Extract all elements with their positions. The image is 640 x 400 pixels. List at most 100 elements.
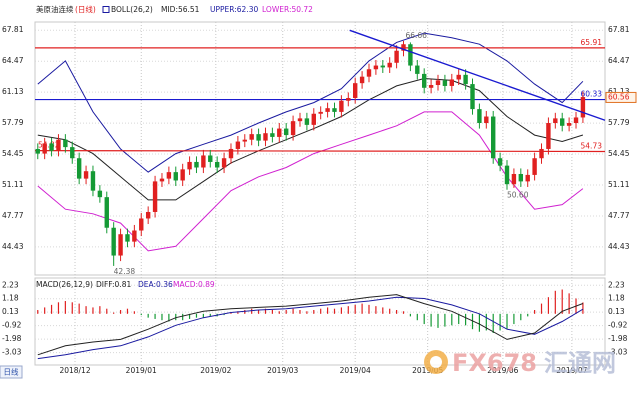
level-label: 65.91 bbox=[581, 38, 603, 47]
candle-body bbox=[497, 158, 503, 166]
y-tick-label-right: -0.92 bbox=[608, 321, 628, 330]
y-tick-label-right: 54.45 bbox=[608, 149, 630, 158]
logo-inner bbox=[430, 356, 442, 368]
footer-tab[interactable]: 日线 bbox=[4, 367, 19, 377]
candle-body bbox=[187, 161, 192, 170]
candle-body bbox=[387, 62, 392, 68]
y-tick-label-right: -1.98 bbox=[608, 334, 628, 343]
level-line bbox=[34, 150, 606, 153]
y-tick-label: 57.79 bbox=[2, 118, 24, 127]
candle-body bbox=[511, 173, 517, 185]
candle-body bbox=[408, 44, 413, 66]
footer-tab-box[interactable] bbox=[0, 365, 23, 379]
level-label: 54.82 bbox=[38, 141, 60, 150]
candle-body bbox=[491, 116, 496, 159]
candle-body bbox=[235, 141, 241, 149]
candle-body bbox=[359, 76, 365, 84]
candle-body bbox=[76, 158, 82, 179]
candle-body bbox=[139, 218, 144, 231]
candle-body bbox=[180, 169, 185, 181]
candle-body bbox=[435, 80, 441, 86]
main-layer: 67.81 67.81 64.47 64.47 61.13 61.13 57.79 57.79… bbox=[2, 4, 637, 375]
legend-item: MACD:0.89 bbox=[173, 280, 215, 289]
y-tick-label: 54.45 bbox=[2, 149, 24, 158]
candle-body bbox=[97, 190, 103, 198]
price-annotation: 50.60 bbox=[507, 191, 529, 200]
y-tick-label-right: 51.11 bbox=[608, 180, 630, 189]
y-tick-label-right: 61.13 bbox=[608, 87, 630, 96]
legend-item: MID:56.51 bbox=[161, 5, 200, 14]
candle-body bbox=[152, 181, 158, 212]
diff-line bbox=[37, 294, 584, 356]
candle-body bbox=[42, 143, 47, 154]
x-tick-label: 2019/04 bbox=[340, 366, 371, 375]
chart-title: 美原油连续 bbox=[36, 4, 74, 14]
y-tick-label-right: 2.23 bbox=[608, 280, 625, 289]
legend-item: MACD(26,12,9) bbox=[36, 280, 93, 289]
y-tick-label: 1.18 bbox=[2, 294, 19, 303]
candle-body bbox=[256, 134, 261, 141]
y-tick-label: 51.11 bbox=[2, 180, 24, 189]
candle-body bbox=[504, 165, 510, 185]
candle-body bbox=[470, 84, 475, 110]
candle-body bbox=[325, 108, 330, 112]
candle-body bbox=[56, 139, 61, 151]
candle-body bbox=[560, 118, 565, 126]
candle-body bbox=[352, 83, 358, 98]
macd-panel bbox=[34, 277, 606, 366]
y-tick-label: -0.92 bbox=[2, 321, 22, 330]
candle-body bbox=[283, 128, 289, 136]
watermark: FX678 汇通网 bbox=[424, 349, 616, 377]
candle-body bbox=[442, 80, 448, 86]
x-tick-label: 2019/01 bbox=[126, 366, 157, 375]
candle-body bbox=[373, 65, 379, 70]
candle-body bbox=[366, 69, 372, 77]
legend-item: BOLL(26,2) bbox=[111, 5, 153, 14]
y-tick-label-right: 1.18 bbox=[608, 294, 625, 303]
candle-body bbox=[249, 134, 254, 140]
candle-body bbox=[201, 155, 206, 168]
candle-body bbox=[484, 116, 489, 124]
y-tick-label-right: 57.79 bbox=[608, 118, 630, 127]
y-tick-label: 44.43 bbox=[2, 242, 24, 251]
watermark-name: 汇通网 bbox=[544, 349, 616, 377]
candle-body bbox=[380, 65, 385, 68]
candle-body bbox=[580, 97, 586, 118]
trend-line bbox=[349, 29, 606, 121]
candle-body bbox=[477, 109, 482, 124]
candle-body bbox=[111, 227, 116, 256]
y-tick-label-right: 67.81 bbox=[608, 25, 630, 34]
candle-body bbox=[173, 172, 178, 181]
candle-body bbox=[539, 148, 544, 159]
legend-item: DIFF:0.81 bbox=[96, 280, 131, 289]
candle-body bbox=[422, 73, 427, 88]
y-tick-label-right: 64.47 bbox=[608, 56, 630, 65]
candle-body bbox=[339, 100, 344, 112]
candle-body bbox=[263, 133, 268, 141]
x-tick-label: 2018/12 bbox=[59, 366, 90, 375]
candle-body bbox=[221, 158, 227, 168]
candle-body bbox=[304, 118, 310, 125]
candle-body bbox=[401, 44, 406, 51]
candle-body bbox=[573, 117, 579, 124]
candle-body bbox=[277, 128, 282, 137]
candle-body bbox=[90, 171, 96, 191]
candle-body bbox=[518, 173, 524, 182]
y-tick-label: -1.98 bbox=[2, 334, 22, 343]
candle-body bbox=[546, 123, 551, 149]
candle-body bbox=[118, 234, 123, 256]
candle-body bbox=[70, 147, 75, 159]
candle-body bbox=[214, 161, 220, 168]
candle-body bbox=[104, 197, 109, 228]
candle-body bbox=[242, 139, 247, 142]
y-tick-label: -3.03 bbox=[2, 348, 22, 357]
candle-body bbox=[270, 133, 275, 137]
candle-body bbox=[346, 97, 351, 101]
boll-lower bbox=[37, 111, 584, 252]
y-tick-label: 61.13 bbox=[2, 87, 24, 96]
candle-body bbox=[35, 148, 40, 154]
candle-body bbox=[132, 230, 137, 242]
y-tick-label: 64.47 bbox=[2, 56, 24, 65]
candle-body bbox=[394, 50, 399, 63]
